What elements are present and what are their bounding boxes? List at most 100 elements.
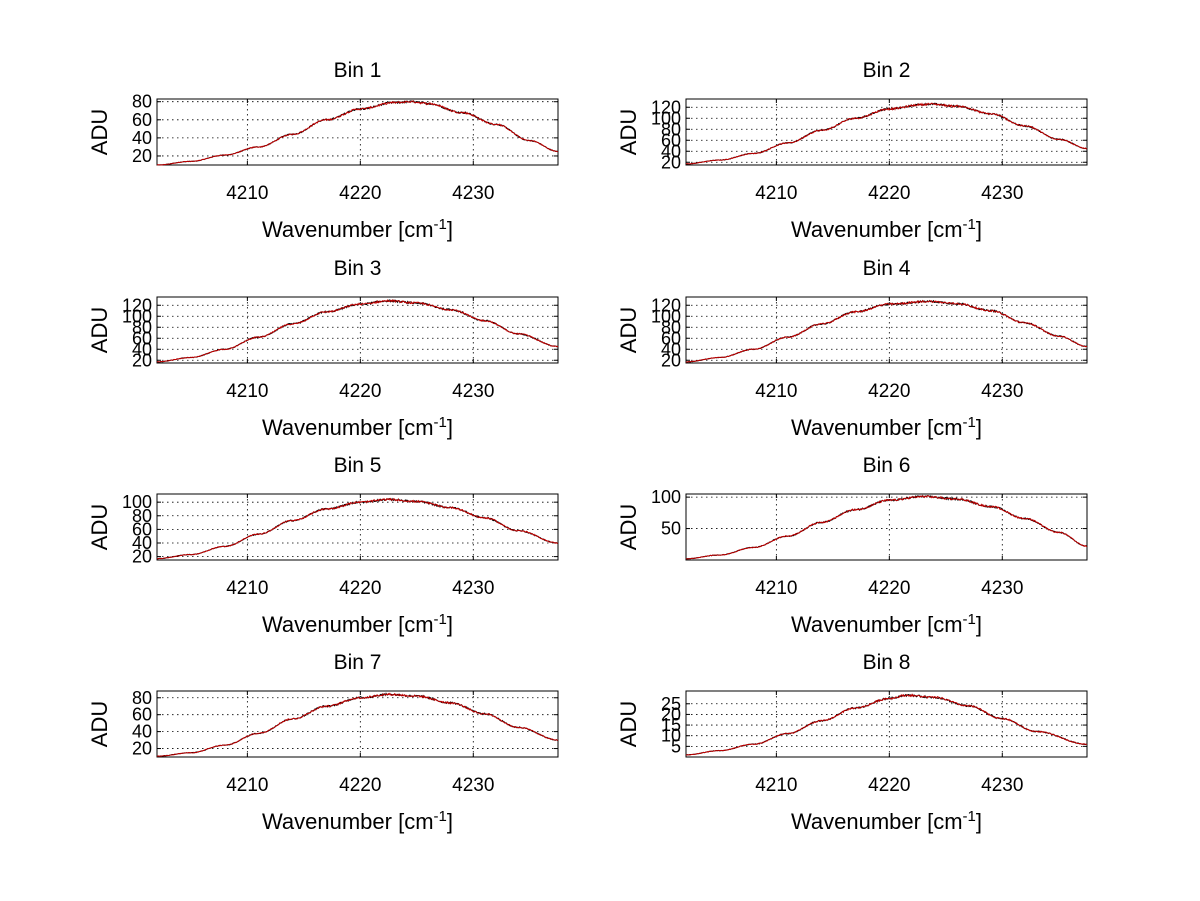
y-tick-label: 60 xyxy=(661,328,681,348)
data-point-peak xyxy=(388,300,390,302)
x-tick-label: 4230 xyxy=(452,381,494,402)
x-tick-label: 4210 xyxy=(226,183,268,204)
data-point-peak xyxy=(388,498,390,500)
y-axis-label: ADU xyxy=(616,307,641,353)
series-line xyxy=(685,102,1088,165)
y-tick-label: 20 xyxy=(132,547,152,567)
data-point-peak xyxy=(928,300,930,302)
plot-area xyxy=(685,493,1088,561)
plot-area xyxy=(156,296,559,364)
y-tick-label: 80 xyxy=(661,317,681,337)
x-axis-label: Wavenumber [cm-1] xyxy=(791,414,982,441)
x-tick-label: 4230 xyxy=(452,578,494,599)
y-tick-label: 40 xyxy=(661,339,681,359)
data-point-peak xyxy=(905,694,907,696)
y-tick-label: 60 xyxy=(132,328,152,348)
x-tick-label: 4210 xyxy=(226,381,268,402)
y-tick-label: 60 xyxy=(132,519,152,539)
y-axis-label: ADU xyxy=(87,109,112,155)
y-axis-label: ADU xyxy=(87,701,112,747)
series-line xyxy=(156,692,559,757)
chart-title: Bin 3 xyxy=(334,257,382,280)
x-axis-label: Wavenumber [cm-1] xyxy=(791,611,982,638)
y-tick-label: 10 xyxy=(661,726,681,746)
chart-title: Bin 5 xyxy=(334,454,382,477)
chart-title: Bin 7 xyxy=(334,651,382,674)
x-tick-label: 4210 xyxy=(226,775,268,796)
x-tick-label: 4230 xyxy=(452,183,494,204)
x-tick-label: 4210 xyxy=(755,775,797,796)
y-tick-label: 60 xyxy=(661,130,681,150)
data-point-peak xyxy=(928,103,930,105)
chart-title: Bin 1 xyxy=(334,59,382,82)
x-tick-label: 4210 xyxy=(755,578,797,599)
x-axis-label: Wavenumber [cm-1] xyxy=(791,808,982,835)
chart-title: Bin 4 xyxy=(863,257,911,280)
x-tick-label: 4230 xyxy=(981,578,1023,599)
series-line xyxy=(156,497,559,560)
chart-panel-6: 50 100 4210 4220 4230 Bin 6 Wavenumber [cm-1] A… xyxy=(616,454,1088,638)
y-tick-label: 120 xyxy=(122,295,152,315)
plot-area xyxy=(156,493,559,561)
y-tick-label: 100 xyxy=(122,492,152,512)
x-axis-label: Wavenumber [cm-1] xyxy=(791,216,982,243)
x-tick-label: 4220 xyxy=(868,775,910,796)
y-tick-label: 20 xyxy=(661,152,681,172)
series-line xyxy=(156,100,559,166)
y-tick-label: 50 xyxy=(661,519,681,539)
y-tick-label: 20 xyxy=(132,146,152,166)
y-axis-label: ADU xyxy=(616,701,641,747)
y-axis-label: ADU xyxy=(87,307,112,353)
x-tick-label: 4220 xyxy=(868,578,910,599)
series-line xyxy=(685,693,1088,756)
y-axis-label: ADU xyxy=(87,504,112,550)
y-tick-label: 40 xyxy=(661,141,681,161)
x-axis-label: Wavenumber [cm-1] xyxy=(262,611,453,638)
y-tick-label: 40 xyxy=(132,533,152,553)
chart-title: Bin 2 xyxy=(863,59,911,82)
x-axis-label: Wavenumber [cm-1] xyxy=(262,808,453,835)
x-tick-label: 4210 xyxy=(755,381,797,402)
x-tick-label: 4230 xyxy=(981,775,1023,796)
x-tick-label: 4230 xyxy=(452,775,494,796)
plot-area xyxy=(685,690,1088,758)
data-point-peak xyxy=(410,101,412,103)
x-tick-label: 4230 xyxy=(981,381,1023,402)
x-tick-label: 4220 xyxy=(868,183,910,204)
y-tick-label: 20 xyxy=(132,739,152,759)
x-tick-label: 4210 xyxy=(226,578,268,599)
y-tick-label: 80 xyxy=(132,688,152,708)
y-tick-label: 5 xyxy=(671,736,681,756)
y-tick-label: 40 xyxy=(132,339,152,359)
y-axis-label: ADU xyxy=(616,109,641,155)
y-tick-label: 80 xyxy=(132,92,152,112)
series-line xyxy=(685,494,1088,560)
y-tick-label: 100 xyxy=(651,108,681,128)
y-tick-label: 100 xyxy=(122,306,152,326)
data-point-peak xyxy=(922,496,924,498)
x-tick-label: 4230 xyxy=(981,183,1023,204)
y-tick-label: 80 xyxy=(661,119,681,139)
x-axis-label: Wavenumber [cm-1] xyxy=(262,216,453,243)
y-tick-label: 80 xyxy=(132,506,152,526)
y-tick-label: 100 xyxy=(651,487,681,507)
x-tick-label: 4220 xyxy=(339,775,381,796)
y-tick-label: 60 xyxy=(132,705,152,725)
x-tick-label: 4210 xyxy=(755,183,797,204)
y-tick-label: 80 xyxy=(132,317,152,337)
series-line xyxy=(685,300,1088,363)
x-axis-label: Wavenumber [cm-1] xyxy=(262,414,453,441)
x-tick-label: 4220 xyxy=(339,578,381,599)
y-tick-label: 120 xyxy=(651,97,681,117)
y-tick-label: 15 xyxy=(661,715,681,735)
y-tick-label: 40 xyxy=(132,128,152,148)
x-tick-label: 4220 xyxy=(339,381,381,402)
